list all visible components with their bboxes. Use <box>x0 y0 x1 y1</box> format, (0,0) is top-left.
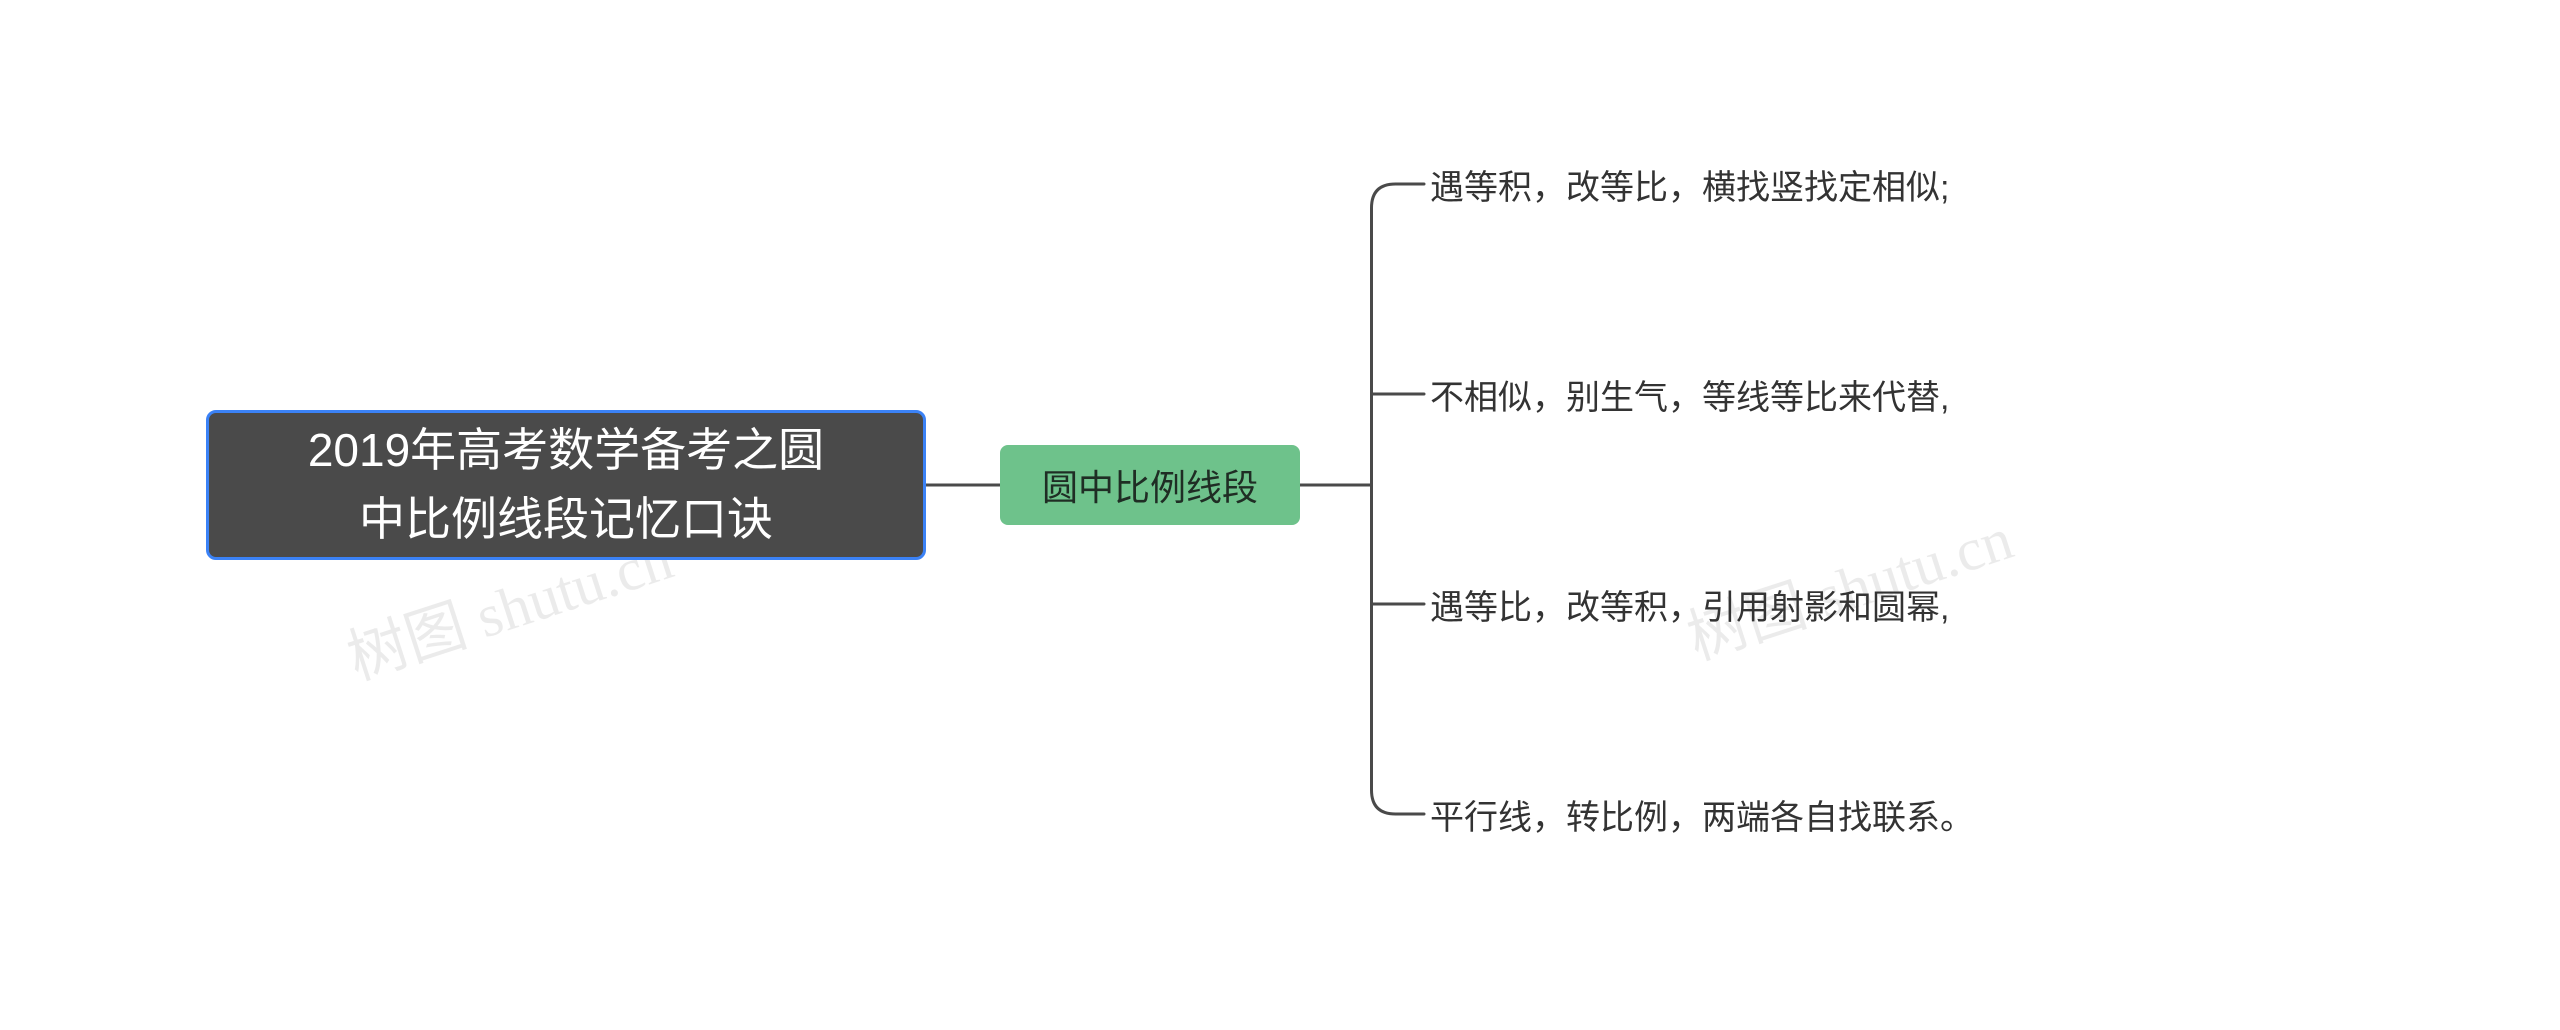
leaf-label: 平行线，转比例，两端各自找联系。 <box>1430 790 1974 839</box>
root-node[interactable]: 2019年高考数学备考之圆中比例线段记忆口诀 <box>206 410 926 560</box>
leaf-label: 遇等比，改等积，引用射影和圆幂, <box>1430 580 1949 629</box>
mindmap-canvas: 树图 shutu.cn树图 shutu.cn 2019年高考数学备考之圆中比例线… <box>0 0 2560 1030</box>
leaf-label: 遇等积，改等比，横找竖找定相似; <box>1430 160 1949 209</box>
leaf-label: 不相似，别生气，等线等比来代替, <box>1430 370 1949 419</box>
leaf-node-3[interactable]: 平行线，转比例，两端各自找联系。 <box>1430 790 1974 838</box>
leaf-node-2[interactable]: 遇等比，改等积，引用射影和圆幂, <box>1430 580 1949 628</box>
leaf-node-1[interactable]: 不相似，别生气，等线等比来代替, <box>1430 370 1949 418</box>
branch-label: 圆中比例线段 <box>1042 459 1258 511</box>
leaf-node-0[interactable]: 遇等积，改等比，横找竖找定相似; <box>1430 160 1949 208</box>
root-label: 2019年高考数学备考之圆中比例线段记忆口诀 <box>308 416 824 554</box>
branch-node[interactable]: 圆中比例线段 <box>1000 445 1300 525</box>
